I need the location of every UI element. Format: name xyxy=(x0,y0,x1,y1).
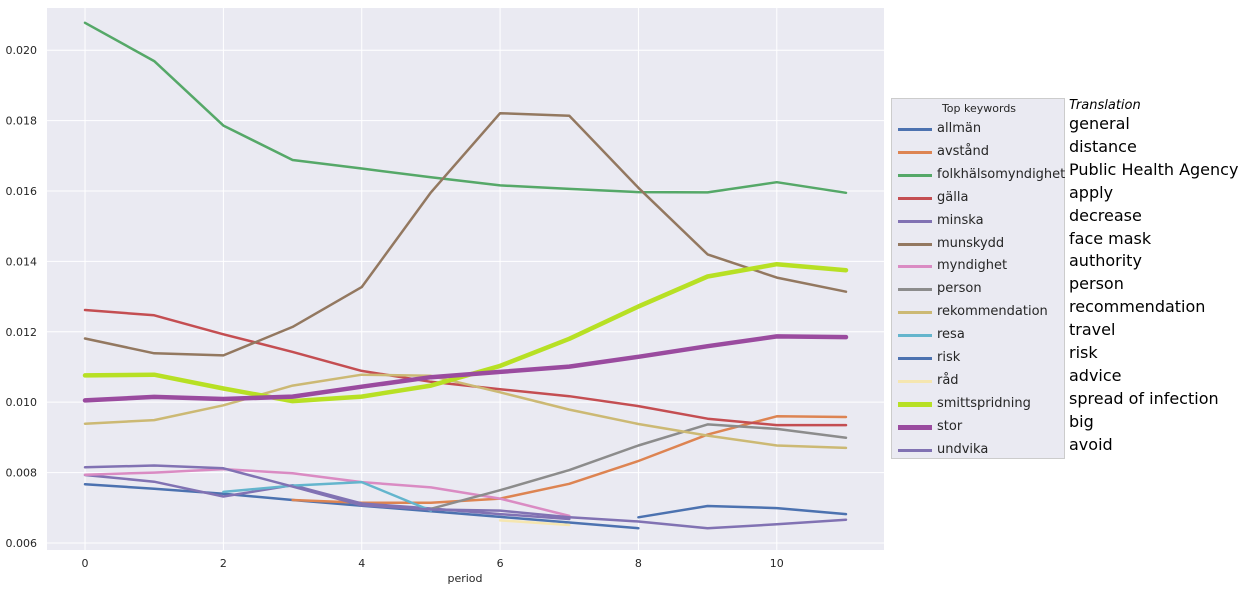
legend-label: råd xyxy=(937,372,959,388)
line-chart: 0 2 4 6 8 10 0.006 0.008 0.010 0.012 0.014 0.016 0.0… xyxy=(6,8,884,585)
grid xyxy=(47,8,884,550)
legend-item: rekommendation xyxy=(892,301,1066,323)
legend-label: risk xyxy=(937,350,961,365)
x-tick-label: 0 xyxy=(82,557,89,570)
legend-swatch xyxy=(898,196,932,200)
series-line-rekommendation xyxy=(83,373,848,450)
legend-swatch xyxy=(898,401,932,407)
legend-swatch xyxy=(898,288,932,292)
translation-item: advice xyxy=(1069,365,1122,385)
y-tick-label: 0.018 xyxy=(6,115,38,128)
y-tick-label: 0.016 xyxy=(6,185,38,198)
legend-label: resa xyxy=(937,327,965,343)
legend-swatch xyxy=(898,448,932,452)
legend-swatch xyxy=(898,173,932,177)
legend-item: allmän xyxy=(892,118,1066,140)
series-line-stor xyxy=(82,334,849,403)
translation-item: spread of infection xyxy=(1069,388,1219,408)
legend-label: rekommendation xyxy=(937,304,1048,320)
x-tick-label: 6 xyxy=(497,557,504,570)
translation-item: person xyxy=(1069,274,1124,294)
series-line-resa xyxy=(222,480,433,512)
legend-swatch xyxy=(898,424,932,430)
translation-item: risk xyxy=(1069,343,1098,362)
legend-swatch xyxy=(898,242,932,246)
translation-item: avoid xyxy=(1069,434,1113,454)
legend-item: munskydd xyxy=(892,233,1066,255)
series-line-person xyxy=(429,423,848,511)
translation-item: face mask xyxy=(1069,228,1152,248)
series-line-risk xyxy=(637,504,848,519)
translation-item: big xyxy=(1069,411,1094,431)
legend-label: myndighet xyxy=(937,258,1008,274)
x-tick-label: 2 xyxy=(220,557,227,570)
legend-item: risk xyxy=(892,347,1066,369)
legend-swatch xyxy=(898,334,932,338)
series-line-gälla xyxy=(83,308,848,427)
translation-item: general xyxy=(1069,114,1130,133)
translation-item: travel xyxy=(1069,320,1116,340)
legend-label: person xyxy=(937,281,982,297)
translation-item: recommendation xyxy=(1069,297,1206,317)
legend-swatch xyxy=(898,219,932,223)
tick-labels: 0 2 4 6 8 10 0.006 0.008 0.010 0.012 0.014 0.016 0.0… xyxy=(6,44,784,570)
legend-label: smittspridning xyxy=(937,395,1031,411)
translation-item: apply xyxy=(1069,182,1114,202)
legend-swatch xyxy=(898,379,932,383)
series-line-munskydd xyxy=(83,111,848,357)
series-line-folkhälsomyndighet xyxy=(83,21,848,195)
plot-background xyxy=(47,8,884,550)
y-tick-label: 0.014 xyxy=(6,255,38,268)
legend-label: avstånd xyxy=(937,143,989,159)
legend-item: smittspridning xyxy=(892,393,1066,415)
series-layer xyxy=(82,21,849,530)
x-tick-label: 4 xyxy=(358,557,365,570)
translation-title: Translation xyxy=(1069,98,1141,113)
series-line-myndighet xyxy=(83,467,571,518)
legend-swatch xyxy=(898,265,932,269)
legend-label: minska xyxy=(937,212,984,228)
legend-item: stor xyxy=(892,416,1066,438)
series-line-undvika xyxy=(83,464,848,530)
legend-label: munskydd xyxy=(937,235,1005,251)
legend-item: gälla xyxy=(892,187,1066,209)
y-tick-label: 0.020 xyxy=(6,44,38,57)
y-tick-label: 0.006 xyxy=(6,537,38,550)
legend-swatch xyxy=(898,311,932,315)
legend-swatch xyxy=(898,150,932,154)
series-line-minska xyxy=(83,473,571,521)
legend-swatch xyxy=(898,128,932,131)
legend-label: gälla xyxy=(937,189,969,205)
translation-item: distance xyxy=(1069,136,1137,156)
legend: Top keywords allmän avstånd folkhälsomyndi… xyxy=(891,98,1065,459)
translation-item: Public Health Agency xyxy=(1069,159,1239,179)
legend-label: folkhälsomyndighet xyxy=(937,166,1066,182)
legend-item: myndighet xyxy=(892,255,1066,277)
legend-item: minska xyxy=(892,210,1066,232)
legend-item: avstånd xyxy=(892,141,1066,163)
translation-item: authority xyxy=(1069,251,1142,271)
x-axis-label: period xyxy=(447,572,482,585)
legend-title: Top keywords xyxy=(941,102,1017,115)
translation-item: decrease xyxy=(1069,205,1142,225)
y-tick-label: 0.012 xyxy=(6,326,38,339)
x-tick-label: 8 xyxy=(635,557,642,570)
legend-item: undvika xyxy=(892,439,1066,461)
legend-item: råd xyxy=(892,370,1066,392)
y-tick-label: 0.010 xyxy=(6,396,38,409)
legend-item: resa xyxy=(892,324,1066,346)
series-line-råd xyxy=(498,519,571,527)
legend-label: undvika xyxy=(937,441,989,457)
legend-item: folkhälsomyndighet xyxy=(892,164,1066,186)
x-tick-label: 10 xyxy=(770,557,784,570)
legend-swatch xyxy=(898,357,932,360)
legend-label: stor xyxy=(937,418,963,434)
y-tick-label: 0.008 xyxy=(6,467,38,480)
legend-item: person xyxy=(892,278,1066,300)
legend-label: allmän xyxy=(937,121,982,136)
